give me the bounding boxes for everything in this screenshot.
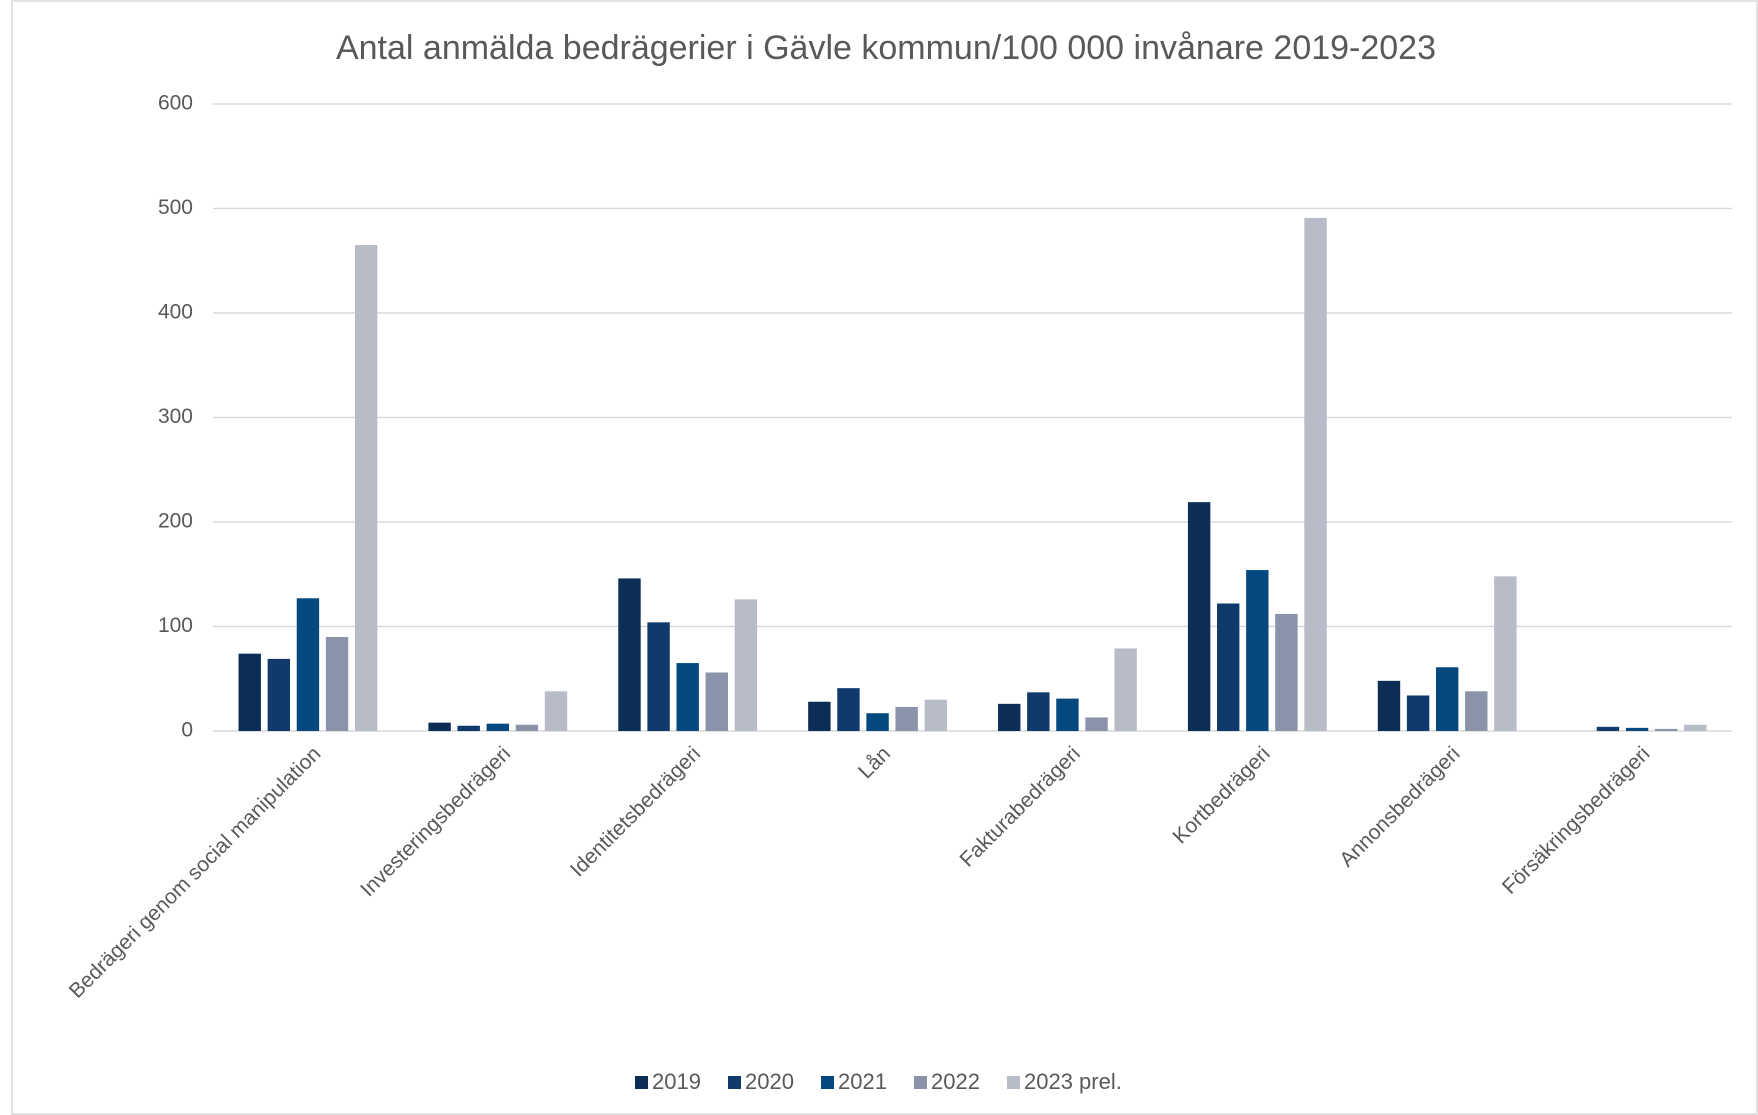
y-tick-label: 100 [158, 614, 193, 637]
bar [1435, 667, 1459, 731]
bar [1625, 727, 1649, 731]
legend-swatch [914, 1076, 927, 1089]
bar [837, 688, 860, 731]
y-tick-label: 300 [158, 405, 193, 428]
bar [866, 713, 889, 731]
bar [1596, 726, 1620, 731]
bar [238, 653, 261, 731]
bar [705, 672, 728, 731]
bar [618, 578, 641, 731]
bar [515, 724, 539, 731]
bar [296, 598, 320, 731]
legend-label: 2020 [745, 1069, 794, 1094]
bar [325, 636, 349, 731]
bar [647, 622, 670, 731]
legend-swatch [1007, 1076, 1020, 1089]
bar [1304, 217, 1327, 731]
bar [428, 722, 451, 731]
bar [486, 723, 510, 731]
bar [1654, 728, 1678, 731]
legend-swatch [728, 1076, 741, 1089]
bar [457, 725, 480, 731]
legend-label: 2023 prel. [1024, 1069, 1122, 1094]
bar [924, 699, 947, 731]
bar [1275, 613, 1298, 731]
bar [676, 663, 699, 731]
y-tick-label: 600 [158, 92, 193, 115]
bar [544, 691, 568, 731]
legend-label: 2019 [652, 1069, 701, 1094]
chart-frame [11, 0, 1758, 1115]
y-tick-label: 500 [158, 196, 193, 219]
bar [1187, 502, 1211, 731]
bar [1217, 603, 1240, 731]
bar [1465, 691, 1488, 731]
bar [998, 703, 1021, 731]
y-tick-label: 200 [158, 510, 193, 533]
bar [1377, 680, 1401, 731]
legend-swatch [635, 1076, 648, 1089]
bar [895, 706, 918, 731]
bar [267, 658, 291, 731]
bar [734, 599, 758, 731]
bar [1056, 698, 1079, 731]
bar [1114, 648, 1137, 731]
bar [1085, 717, 1108, 731]
bar [1246, 570, 1269, 731]
bar [1684, 724, 1707, 731]
legend-label: 2022 [931, 1069, 980, 1094]
y-tick-label: 400 [158, 301, 193, 324]
bar [354, 245, 378, 731]
legend-swatch [821, 1076, 834, 1089]
y-tick-label: 0 [181, 719, 193, 742]
bar [1494, 576, 1517, 731]
bar [808, 701, 831, 731]
bar [1027, 692, 1050, 731]
chart-title: Antal anmälda bedrägerier i Gävle kommun… [336, 29, 1436, 67]
bar [1406, 695, 1430, 731]
legend-label: 2021 [838, 1069, 887, 1094]
